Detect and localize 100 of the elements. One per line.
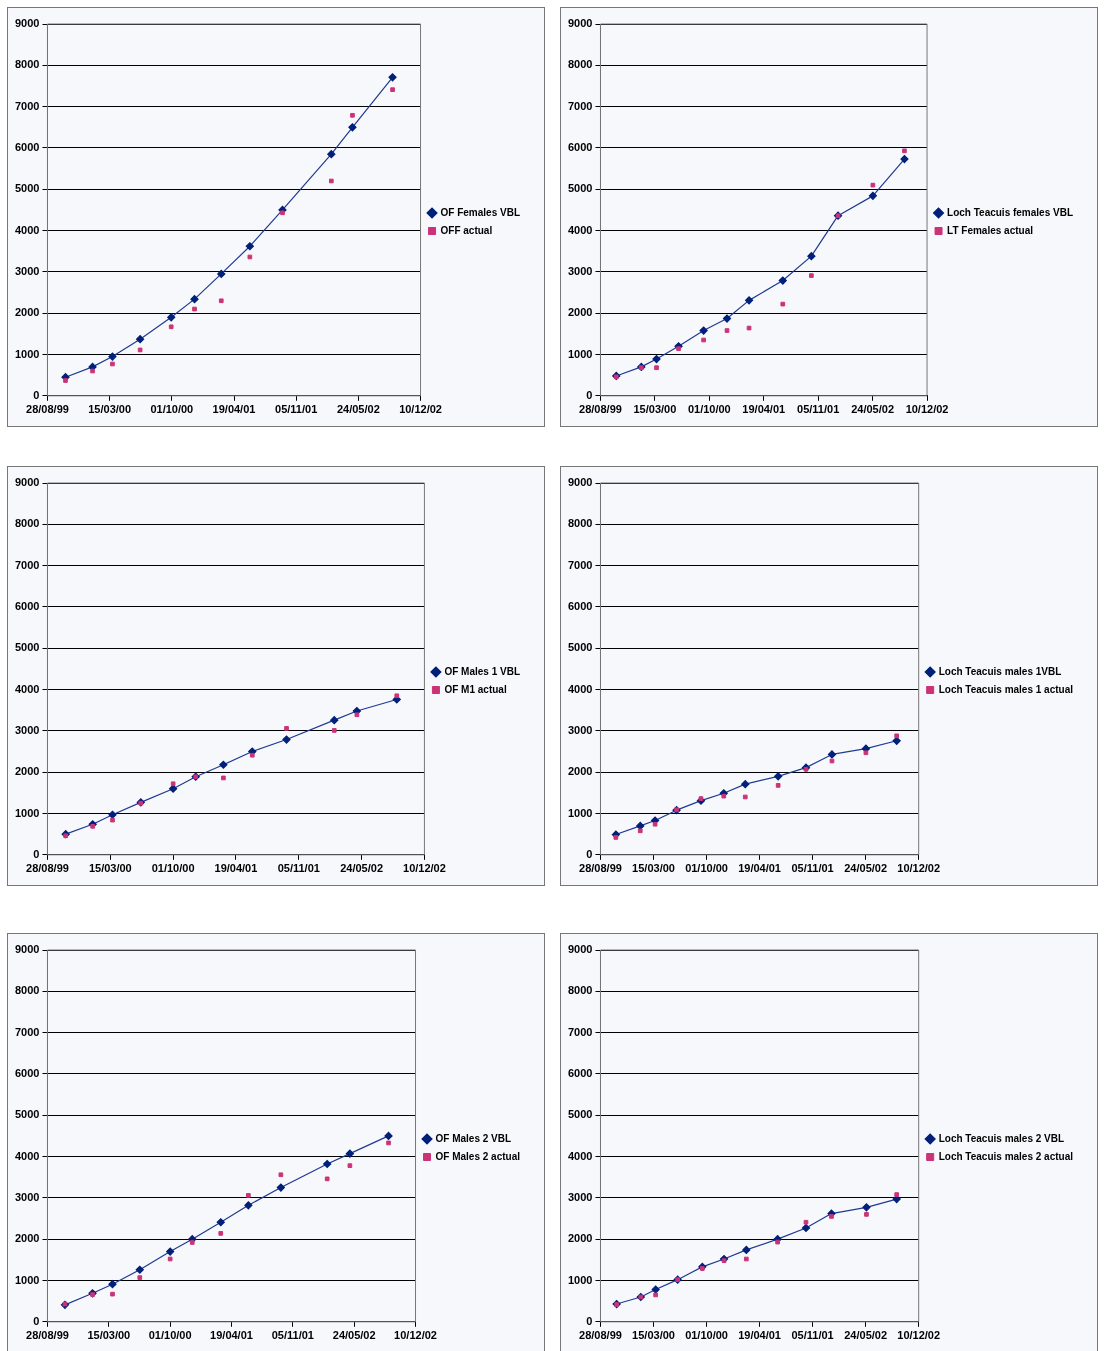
x-tick-label: 24/05/02 [340,862,384,875]
x-tick-label: 15/03/00 [88,862,132,875]
x-tick-label: 15/03/00 [633,403,677,416]
x-tick-label: 24/05/02 [844,862,888,875]
x-tick-label: 10/12/02 [403,862,446,875]
y-tick-label: 4000 [567,223,593,236]
y-tick-label: 9000 [567,476,593,489]
y-tick-label: 4000 [14,1149,40,1162]
y-tick-label: 1000 [567,806,593,819]
y-tick-label: 0 [586,388,593,401]
x-tick-label: 01/10/00 [148,1329,192,1342]
x-tick-label: 19/04/01 [214,862,258,875]
y-tick-label: 0 [586,1314,593,1327]
y-tick-label: 8000 [14,58,40,71]
y-tick-label: 8000 [567,984,593,997]
y-tick-label: 0 [33,847,40,860]
y-tick-label: 5000 [567,1108,593,1121]
y-tick-label: 7000 [567,1025,593,1038]
x-tick-label: 28/08/99 [26,862,69,875]
y-tick-label: 3000 [14,1190,40,1203]
y-tick-label: 8000 [567,517,593,530]
x-tick-label: 19/04/01 [742,403,786,416]
y-tick-label: 2000 [14,306,40,319]
legend-label: Loch Teacuis males 1 actual [938,683,1074,695]
x-tick-label: 24/05/02 [851,403,895,416]
y-tick-label: 8000 [14,517,40,530]
x-tick-label: 19/04/01 [210,1329,253,1342]
x-tick-label: 19/04/01 [738,1329,781,1342]
y-tick-label: 9000 [14,476,40,489]
y-tick-label: 1000 [14,1273,40,1286]
y-tick-label: 4000 [567,682,593,695]
y-tick-label: 0 [33,388,40,401]
x-tick-label: 05/11/01 [277,862,320,875]
x-tick-label: 15/03/00 [632,862,675,875]
x-tick-label: 01/10/00 [151,862,195,875]
legend-label: OF Males 2 VBL [435,1132,512,1144]
x-tick-label: 05/11/01 [791,1329,834,1342]
legend-label: OFF actual [440,224,493,236]
y-tick-label: 8000 [14,984,40,997]
y-tick-label: 4000 [567,1149,593,1162]
y-tick-label: 6000 [14,1066,40,1079]
x-tick-label: 28/08/99 [26,403,69,416]
x-tick-label: 19/04/01 [738,862,781,875]
x-tick-label: 15/03/00 [632,1329,675,1342]
legend-label: OF Males 2 actual [435,1150,521,1162]
legend-label: LT Females actual [947,224,1034,236]
y-tick-label: 3000 [567,723,593,736]
x-tick-label: 10/12/02 [897,862,941,875]
y-tick-label: 6000 [14,140,40,153]
x-tick-label: 05/11/01 [271,1329,314,1342]
x-tick-label: 01/10/00 [685,1329,728,1342]
x-tick-label: 10/12/02 [394,1329,437,1342]
x-tick-label: 01/10/00 [685,862,728,875]
legend-label: OF M1 actual [444,683,507,695]
y-tick-label: 6000 [567,599,593,612]
y-tick-label: 7000 [567,99,593,112]
y-tick-label: 5000 [14,1108,40,1121]
y-tick-label: 5000 [14,182,40,195]
legend-label: OF Males 1 VBL [444,665,520,677]
y-tick-label: 7000 [14,99,40,112]
x-tick-label: 05/11/01 [275,403,318,416]
y-tick-label: 1000 [567,1273,593,1286]
x-tick-label: 19/04/01 [212,403,256,416]
y-tick-label: 7000 [567,558,593,571]
x-tick-label: 10/12/02 [905,403,949,416]
y-tick-label: 6000 [14,599,40,612]
y-tick-label: 2000 [567,765,593,778]
y-tick-label: 0 [586,847,593,860]
legend-label: Loch Teacuis males 2 VBL [938,1132,1065,1144]
x-tick-label: 15/03/00 [88,403,132,416]
y-tick-label: 2000 [567,1232,593,1245]
x-tick-label: 28/08/99 [579,403,622,416]
y-tick-label: 3000 [14,723,40,736]
x-tick-label: 01/10/00 [150,403,194,416]
y-tick-label: 0 [33,1314,40,1327]
y-tick-label: 8000 [567,58,593,71]
y-tick-label: 1000 [567,347,593,360]
x-tick-label: 05/11/01 [791,862,834,875]
x-tick-label: 24/05/02 [336,403,380,416]
y-tick-label: 3000 [14,264,40,277]
y-tick-label: 2000 [14,765,40,778]
y-tick-label: 9000 [567,943,593,956]
y-tick-label: 2000 [567,306,593,319]
x-tick-label: 10/12/02 [399,403,442,416]
legend-label: Loch Teacuis females VBL [947,206,1073,218]
y-tick-label: 4000 [14,223,40,236]
y-tick-label: 7000 [14,1025,40,1038]
x-tick-label: 24/05/02 [844,1329,888,1342]
y-tick-label: 3000 [567,1190,593,1203]
x-tick-label: 05/11/01 [797,403,840,416]
y-tick-label: 3000 [567,264,593,277]
legend-label: Loch Teacuis males 1VBL [938,665,1062,677]
y-tick-label: 2000 [14,1232,40,1245]
y-tick-label: 6000 [567,140,593,153]
y-tick-label: 4000 [14,682,40,695]
y-tick-label: 9000 [14,17,40,30]
x-tick-label: 01/10/00 [687,403,731,416]
y-tick-label: 1000 [14,347,40,360]
x-tick-label: 24/05/02 [332,1329,376,1342]
y-tick-label: 7000 [14,558,40,571]
